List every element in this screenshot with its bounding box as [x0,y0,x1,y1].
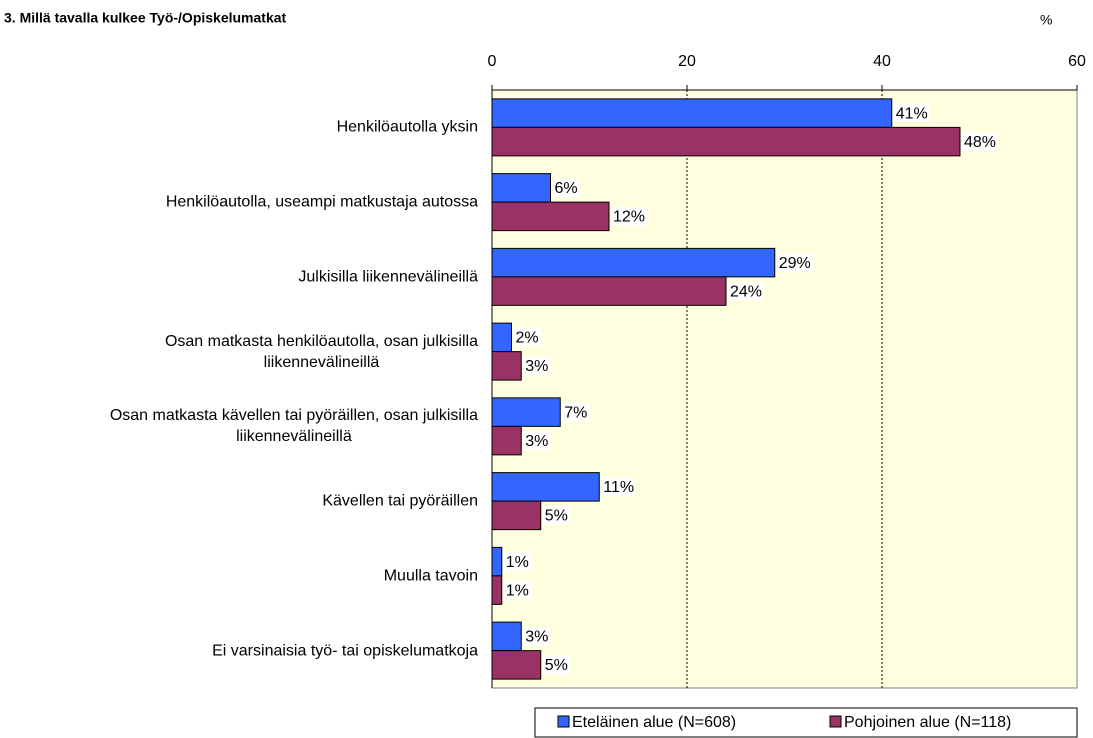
value-label: 41% [896,105,928,122]
y-tick-label: Julkisilla liikennevälineillä [298,268,478,286]
label-bg [503,580,531,600]
legend-label: Eteläinen alue (N=608) [572,714,736,731]
value-label: 11% [603,479,634,496]
label-bg [552,178,580,198]
legend-swatch [557,715,570,728]
legend-box [534,707,1078,738]
value-label: 12% [613,209,645,226]
value-label: 29% [779,255,811,272]
value-label: 2% [516,330,539,347]
plot-area [491,89,1078,689]
x-tick-label: 20 [678,53,696,70]
label-bg [776,253,813,272]
bar [491,650,542,680]
legend-swatch [829,715,842,728]
value-label: 1% [506,554,529,571]
bar [491,276,727,306]
bar [491,397,561,427]
label-bg [542,655,570,675]
bar [491,173,551,203]
bar [491,621,522,652]
label-bg [962,132,999,151]
legend-label: Pohjoinen alue (N=118) [844,714,1011,731]
bar [491,546,503,577]
value-label: 5% [545,657,568,674]
label-bg [503,552,531,571]
bar [491,322,512,353]
chart-title: 3. Millä tavalla kulkee Työ-/Opiskelumat… [4,10,287,26]
bar [491,472,600,502]
value-label: 3% [525,433,548,450]
y-tick-label: Osan matkasta kävellen tai pyöräillen, o… [109,407,478,446]
y-tick-label: Kävellen tai pyöräillen [322,492,478,510]
value-label: 48% [964,134,996,151]
value-label: 1% [506,582,529,599]
label-bg [601,477,637,497]
label-bg [513,328,541,347]
value-label: 5% [545,508,568,525]
bar [491,98,893,128]
value-label: 3% [525,358,548,375]
label-bg [523,431,551,450]
bar [491,500,542,531]
value-label: 24% [730,283,762,300]
label-bg [893,103,930,123]
label-bg [611,207,648,226]
label-bg [562,402,590,422]
bar [491,575,503,605]
bar [491,351,522,381]
x-tick-label: 60 [1068,53,1086,70]
label-bg [728,281,765,301]
bar [491,126,961,157]
value-label: 3% [525,629,548,646]
bar [491,247,776,278]
bar [491,425,522,456]
bar [491,201,610,232]
x-tick-label: 0 [488,53,497,70]
value-label: 6% [555,180,578,197]
y-tick-label: Ei varsinaisia työ- tai opiskelumatkoja [212,642,478,660]
y-tick-label: Henkilöautolla yksin [336,118,478,136]
x-tick-label: 40 [873,53,891,70]
label-bg [523,356,551,376]
y-tick-label: Osan matkasta henkilöautolla, osan julki… [164,332,478,371]
y-tick-label: Muulla tavoin [383,567,478,585]
unit-label: % [1040,12,1052,28]
label-bg [542,506,570,525]
y-tick-label: Henkilöautolla, useampi matkustaja autos… [165,193,478,211]
label-bg [523,627,551,646]
value-label: 7% [564,404,587,421]
